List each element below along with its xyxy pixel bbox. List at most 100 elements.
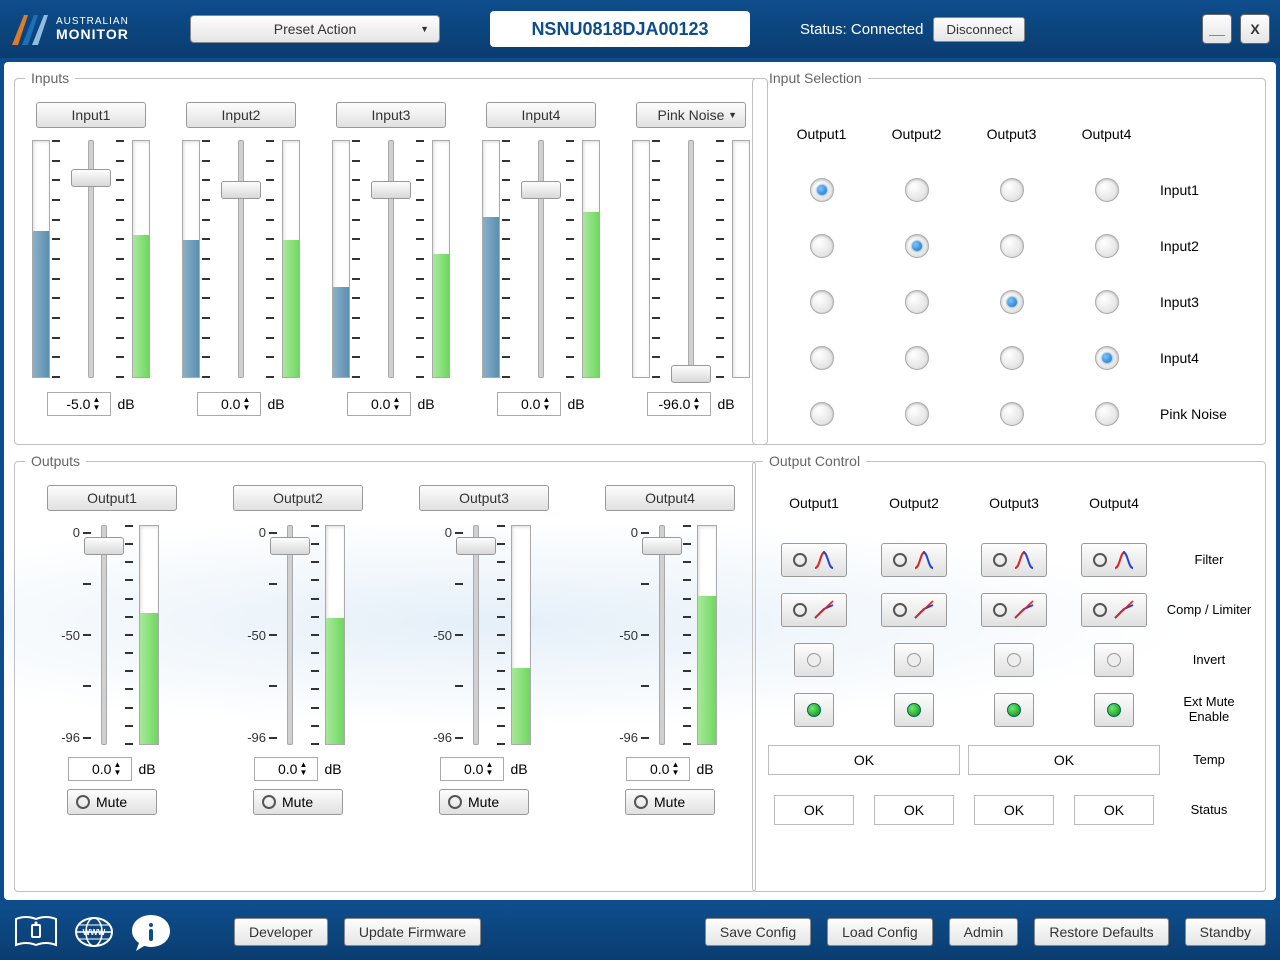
load-config-button[interactable]: Load Config xyxy=(827,918,933,946)
input-1-meter-left xyxy=(32,140,50,378)
input-5-meter-right xyxy=(732,140,750,378)
comp-3-button[interactable] xyxy=(981,593,1047,627)
output-1-db-stepper[interactable]: ▲▼ xyxy=(68,757,132,781)
matrix-radio-Input2-Output2[interactable] xyxy=(905,234,929,258)
input-3-slider[interactable] xyxy=(388,140,394,378)
output-4-button[interactable]: Output4 xyxy=(605,485,735,511)
input-2-meter-right xyxy=(282,140,300,378)
output-3-mute-button[interactable]: Mute xyxy=(439,789,529,815)
matrix-radio-Input4-Output4[interactable] xyxy=(1095,346,1119,370)
input-2-slider[interactable] xyxy=(238,140,244,378)
matrix-radio-Input4-Output2[interactable] xyxy=(905,346,929,370)
db-unit-label: dB xyxy=(267,396,284,412)
developer-button[interactable]: Developer xyxy=(234,918,328,946)
minimize-button[interactable]: __ xyxy=(1202,14,1232,44)
matrix-radio-Input1-Output1[interactable] xyxy=(810,178,834,202)
output-1-meter xyxy=(139,525,159,745)
standby-button[interactable]: Standby xyxy=(1185,918,1266,946)
inputs-panel: Inputs Input1 ▲▼ dB Input2 ▲▼ dB Input3 xyxy=(14,70,768,445)
filter-3-button[interactable] xyxy=(981,543,1047,577)
outputs-panel: Outputs Output1 0-50-96 ▲▼ dB Mute Outpu… xyxy=(14,453,756,892)
matrix-radio-Input3-Output3[interactable] xyxy=(1000,290,1024,314)
extmute-4-button[interactable] xyxy=(1094,693,1134,727)
brand-logo: AUSTRALIANMONITOR xyxy=(10,11,190,47)
input-2-button[interactable]: Input2 xyxy=(186,102,296,128)
matrix-radio-Input1-Output4[interactable] xyxy=(1095,178,1119,202)
update-firmware-button[interactable]: Update Firmware xyxy=(344,918,481,946)
input-1-slider[interactable] xyxy=(88,140,94,378)
close-button[interactable]: X xyxy=(1240,14,1270,44)
matrix-radio-Input3-Output1[interactable] xyxy=(810,290,834,314)
output-1-slider[interactable] xyxy=(101,525,107,745)
matrix-radio-Input2-Output3[interactable] xyxy=(1000,234,1024,258)
output-4-mute-button[interactable]: Mute xyxy=(625,789,715,815)
output-4-db-stepper[interactable]: ▲▼ xyxy=(626,757,690,781)
input-1-db-stepper[interactable]: ▲▼ xyxy=(47,392,111,416)
output-2-button[interactable]: Output2 xyxy=(233,485,363,511)
input-4-meter-left xyxy=(482,140,500,378)
matrix-radio-Input2-Output1[interactable] xyxy=(810,234,834,258)
filter-4-button[interactable] xyxy=(1081,543,1147,577)
outputs-legend: Outputs xyxy=(25,453,86,469)
matrix-radio-Input4-Output1[interactable] xyxy=(810,346,834,370)
preset-action-dropdown[interactable]: Preset Action xyxy=(190,15,440,43)
filter-2-button[interactable] xyxy=(881,543,947,577)
connection-status: Status: Connected xyxy=(800,21,923,38)
output-3-button[interactable]: Output3 xyxy=(419,485,549,511)
output-1-button[interactable]: Output1 xyxy=(47,485,177,511)
output-3-db-stepper[interactable]: ▲▼ xyxy=(440,757,504,781)
input-2-db-stepper[interactable]: ▲▼ xyxy=(197,392,261,416)
matrix-radio-Pink Noise-Output1[interactable] xyxy=(810,402,834,426)
output-2-mute-button[interactable]: Mute xyxy=(253,789,343,815)
output-control-legend: Output Control xyxy=(763,453,866,469)
comp-4-button[interactable] xyxy=(1081,593,1147,627)
extmute-3-button[interactable] xyxy=(994,693,1034,727)
disconnect-button[interactable]: Disconnect xyxy=(933,17,1025,42)
invert-3-button[interactable] xyxy=(994,643,1034,677)
matrix-radio-Input2-Output4[interactable] xyxy=(1095,234,1119,258)
comp-2-button[interactable] xyxy=(881,593,947,627)
input-3-db-stepper[interactable]: ▲▼ xyxy=(347,392,411,416)
matrix-radio-Input3-Output4[interactable] xyxy=(1095,290,1119,314)
admin-button[interactable]: Admin xyxy=(949,918,1019,946)
info-icon[interactable] xyxy=(130,913,172,951)
save-config-button[interactable]: Save Config xyxy=(705,918,811,946)
extmute-2-button[interactable] xyxy=(894,693,934,727)
restore-defaults-button[interactable]: Restore Defaults xyxy=(1034,918,1168,946)
input-5-button[interactable]: Pink Noise xyxy=(636,102,746,128)
input-4-button[interactable]: Input4 xyxy=(486,102,596,128)
invert-2-button[interactable] xyxy=(894,643,934,677)
output-2-scale: 0-50-96 xyxy=(251,525,281,745)
filter-1-button[interactable] xyxy=(781,543,847,577)
octrl-col-header: Output4 xyxy=(1064,495,1164,525)
output-4-slider[interactable] xyxy=(659,525,665,745)
device-id-label: NSNU0818DJA00123 xyxy=(490,11,750,47)
input-5-db-stepper[interactable]: ▲▼ xyxy=(647,392,711,416)
www-icon[interactable]: WWW xyxy=(74,915,114,949)
db-unit-label: dB xyxy=(417,396,434,412)
invert-4-button[interactable] xyxy=(1094,643,1134,677)
comp-1-button[interactable] xyxy=(781,593,847,627)
matrix-radio-Input4-Output3[interactable] xyxy=(1000,346,1024,370)
matrix-radio-Pink Noise-Output3[interactable] xyxy=(1000,402,1024,426)
input-1-button[interactable]: Input1 xyxy=(36,102,146,128)
output-3-slider[interactable] xyxy=(473,525,479,745)
input-4-db-stepper[interactable]: ▲▼ xyxy=(497,392,561,416)
input-3-button[interactable]: Input3 xyxy=(336,102,446,128)
output-2-slider[interactable] xyxy=(287,525,293,745)
input-4-slider[interactable] xyxy=(538,140,544,378)
matrix-radio-Input3-Output2[interactable] xyxy=(905,290,929,314)
matrix-col-header: Output1 xyxy=(774,126,869,142)
matrix-radio-Pink Noise-Output4[interactable] xyxy=(1095,402,1119,426)
input-3-meter-left xyxy=(332,140,350,378)
manual-icon[interactable] xyxy=(14,915,58,949)
matrix-radio-Input1-Output2[interactable] xyxy=(905,178,929,202)
input-5-slider[interactable] xyxy=(688,140,694,378)
output-2-db-stepper[interactable]: ▲▼ xyxy=(254,757,318,781)
matrix-radio-Input1-Output3[interactable] xyxy=(1000,178,1024,202)
matrix-radio-Pink Noise-Output2[interactable] xyxy=(905,402,929,426)
extmute-1-button[interactable] xyxy=(794,693,834,727)
matrix-col-header: Output2 xyxy=(869,126,964,142)
output-1-mute-button[interactable]: Mute xyxy=(67,789,157,815)
invert-1-button[interactable] xyxy=(794,643,834,677)
